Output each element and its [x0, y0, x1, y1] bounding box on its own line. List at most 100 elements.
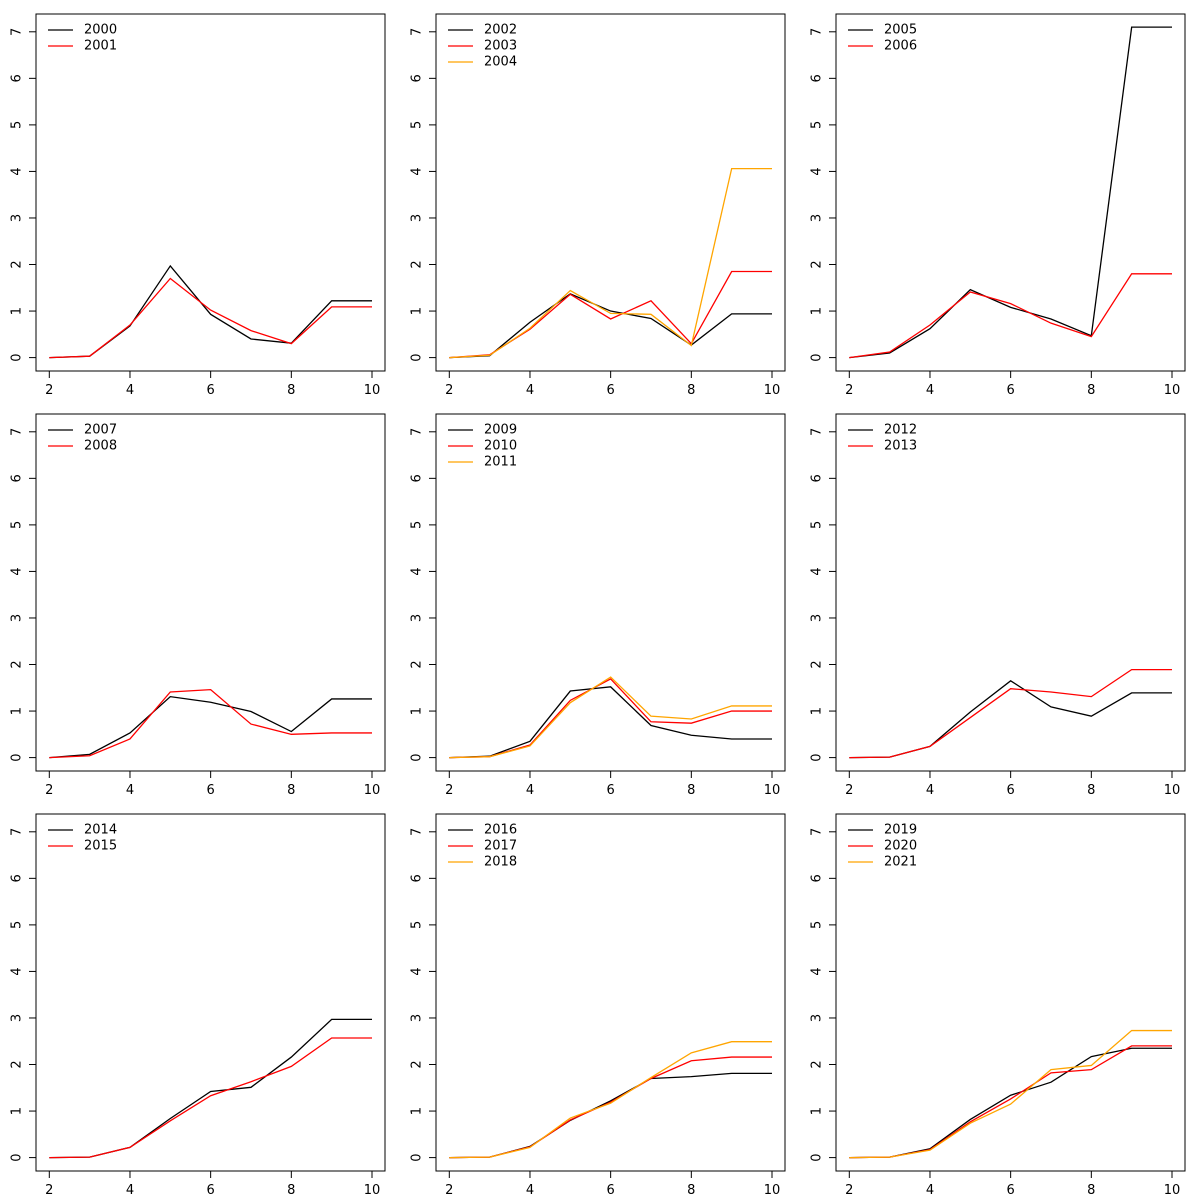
y-tick-label: 3: [810, 1014, 825, 1022]
y-tick-label: 2: [810, 1060, 825, 1068]
y-tick-label: 7: [810, 828, 825, 836]
y-tick-label: 7: [10, 28, 25, 36]
series-line-2011: [449, 676, 772, 759]
y-tick-label: 5: [810, 521, 825, 529]
x-tick-label: 6: [607, 1183, 615, 1198]
y-tick-label: 3: [410, 214, 425, 222]
legend-label: 2008: [84, 439, 117, 454]
y-tick-label: 4: [810, 167, 825, 175]
y-tick-label: 3: [10, 1014, 25, 1022]
x-tick-label: 2: [45, 783, 53, 798]
legend-label: 2014: [84, 823, 117, 838]
y-tick-label: 6: [410, 874, 425, 882]
legend-label: 2003: [484, 39, 517, 54]
x-tick-label: 8: [687, 383, 695, 398]
y-tick-label: 0: [10, 1153, 25, 1161]
legend-label: 2018: [484, 855, 517, 870]
x-tick-label: 10: [364, 383, 381, 398]
series-line-2018: [449, 1041, 772, 1159]
plot-frame: [835, 13, 1186, 372]
legend-label: 2012: [884, 423, 917, 438]
x-tick-label: 8: [287, 783, 295, 798]
x-tick-label: 4: [126, 1183, 134, 1198]
legend-label: 2010: [484, 439, 517, 454]
x-tick-label: 10: [364, 1183, 381, 1198]
y-tick-label: 5: [410, 921, 425, 929]
series-line-2005: [849, 26, 1172, 359]
y-tick-label: 1: [410, 1107, 425, 1115]
y-tick-label: 2: [10, 260, 25, 268]
y-tick-label: 1: [810, 307, 825, 315]
x-tick-label: 4: [526, 1183, 534, 1198]
x-tick-label: 8: [1087, 1183, 1095, 1198]
y-tick-label: 3: [410, 614, 425, 622]
y-tick-label: 7: [10, 828, 25, 836]
y-tick-label: 5: [810, 121, 825, 129]
x-tick-label: 2: [45, 1183, 53, 1198]
series-line-2000: [49, 264, 372, 359]
y-tick-label: 1: [10, 307, 25, 315]
y-tick-label: 6: [410, 74, 425, 82]
y-tick-label: 4: [410, 967, 425, 975]
x-tick-label: 2: [845, 1183, 853, 1198]
x-tick-label: 2: [445, 383, 453, 398]
x-tick-label: 10: [1164, 383, 1181, 398]
series-line-2020: [849, 1045, 1172, 1159]
y-tick-label: 2: [410, 1060, 425, 1068]
x-tick-label: 8: [1087, 383, 1095, 398]
y-tick-label: 2: [410, 260, 425, 268]
x-tick-label: 6: [1007, 783, 1015, 798]
legend-label: 2002: [484, 23, 517, 38]
y-tick-label: 4: [810, 967, 825, 975]
y-tick-label: 7: [810, 428, 825, 436]
x-tick-label: 2: [845, 783, 853, 798]
legend-label: 2015: [84, 839, 117, 854]
y-tick-label: 3: [810, 614, 825, 622]
legend-label: 2020: [884, 839, 917, 854]
y-tick-label: 3: [810, 214, 825, 222]
y-tick-label: 6: [10, 474, 25, 482]
x-tick-label: 2: [445, 783, 453, 798]
y-tick-label: 2: [810, 260, 825, 268]
y-tick-label: 0: [410, 353, 425, 361]
series-line-2003: [449, 270, 772, 359]
series-line-2021: [849, 1029, 1172, 1159]
x-tick-label: 2: [445, 1183, 453, 1198]
legend-label: 2004: [484, 55, 517, 70]
x-tick-label: 10: [764, 1183, 781, 1198]
series-line-2012: [849, 680, 1172, 759]
legend-label: 2005: [884, 23, 917, 38]
x-tick-label: 4: [526, 783, 534, 798]
x-tick-label: 8: [687, 783, 695, 798]
x-tick-label: 6: [1007, 383, 1015, 398]
legend-label: 2016: [484, 823, 517, 838]
y-tick-label: 0: [410, 753, 425, 761]
x-tick-label: 6: [1007, 1183, 1015, 1198]
x-tick-label: 8: [287, 1183, 295, 1198]
y-tick-label: 4: [410, 167, 425, 175]
y-tick-label: 7: [10, 428, 25, 436]
series-line-2014: [49, 1018, 372, 1159]
y-tick-label: 5: [10, 121, 25, 129]
y-tick-label: 5: [10, 921, 25, 929]
y-tick-label: 5: [810, 921, 825, 929]
series-line-2009: [449, 686, 772, 759]
x-tick-label: 4: [926, 383, 934, 398]
series-line-2001: [49, 277, 372, 359]
y-tick-label: 3: [10, 214, 25, 222]
y-tick-label: 6: [810, 74, 825, 82]
y-tick-label: 6: [810, 474, 825, 482]
x-tick-label: 6: [207, 383, 215, 398]
y-tick-label: 5: [410, 121, 425, 129]
x-tick-label: 4: [126, 783, 134, 798]
